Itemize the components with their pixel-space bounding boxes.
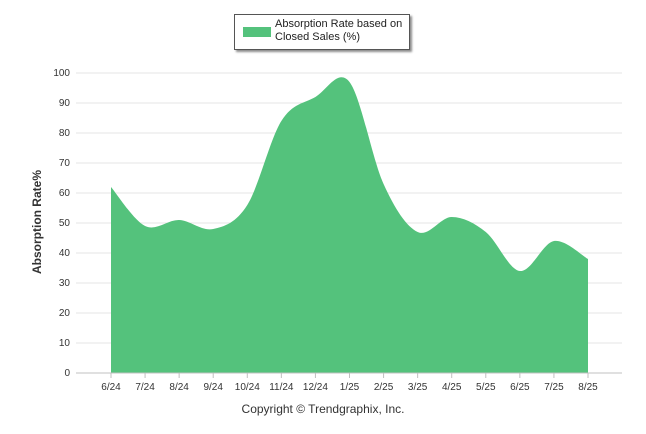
y-tick-label: 30: [59, 278, 71, 289]
x-tick-label: 6/25: [510, 382, 530, 393]
y-tick-label: 70: [59, 158, 71, 169]
y-tick-label: 50: [59, 218, 71, 229]
x-tick-label: 8/25: [578, 382, 598, 393]
y-tick-label: 0: [64, 368, 70, 379]
x-tick-label: 7/25: [544, 382, 564, 393]
x-tick-label: 2/25: [374, 382, 394, 393]
x-tick-label: 5/25: [476, 382, 496, 393]
copyright-text: Copyright © Trendgraphix, Inc.: [241, 402, 405, 416]
absorption-rate-area: [111, 77, 588, 374]
y-axis-ticks: 0 10 20 30 40 50 60 70 80 90 100: [53, 68, 70, 379]
x-tick-label: 4/25: [442, 382, 462, 393]
x-tick-label: 6/24: [101, 382, 121, 393]
y-tick-label: 100: [53, 68, 70, 79]
y-tick-label: 80: [59, 128, 71, 139]
x-axis-ticks: 6/24 7/24 8/24 9/24 10/24 11/24 12/24 1/25 2/25 3…: [101, 373, 598, 393]
legend[interactable]: Absorption Rate based on Closed Sales (%…: [234, 14, 410, 50]
y-tick-label: 10: [59, 338, 71, 349]
y-tick-label: 20: [59, 308, 71, 319]
x-tick-label: 1/25: [340, 382, 360, 393]
y-tick-label: 40: [59, 248, 71, 259]
y-tick-label: 60: [59, 188, 71, 199]
x-tick-label: 9/24: [203, 382, 223, 393]
legend-swatch: [243, 27, 271, 37]
x-tick-label: 7/24: [135, 382, 155, 393]
x-tick-label: 12/24: [303, 382, 328, 393]
y-tick-label: 90: [59, 98, 71, 109]
x-tick-label: 3/25: [408, 382, 428, 393]
x-tick-label: 8/24: [169, 382, 189, 393]
legend-label: Absorption Rate based on Closed Sales (%…: [275, 18, 403, 43]
x-tick-label: 10/24: [235, 382, 260, 393]
x-tick-label: 11/24: [269, 382, 294, 393]
y-axis-label: Absorption Rate%: [30, 170, 44, 275]
